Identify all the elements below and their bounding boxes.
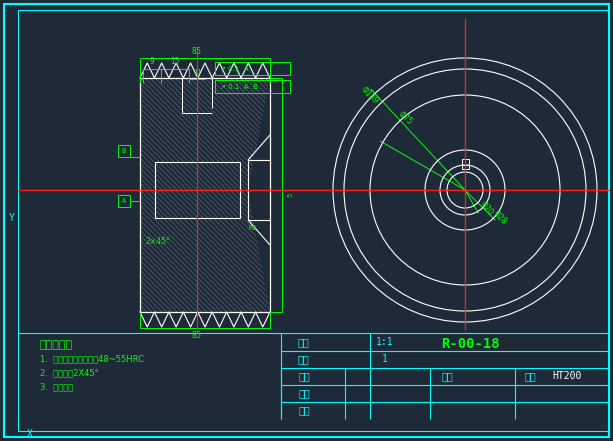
- Text: 材料: 材料: [525, 371, 537, 381]
- Text: 2×45°: 2×45°: [145, 238, 170, 247]
- Text: 制图: 制图: [299, 371, 311, 381]
- Text: 1: 1: [382, 354, 388, 364]
- Text: HT200: HT200: [552, 371, 582, 381]
- Text: A: A: [122, 198, 126, 204]
- Text: ↗ 0.1  A: ↗ 0.1 A: [220, 66, 249, 72]
- Text: 9: 9: [150, 57, 154, 67]
- Bar: [215, 62, 290, 75]
- Text: 审核: 审核: [299, 405, 311, 415]
- Text: R5: R5: [249, 225, 257, 231]
- Text: X: X: [27, 429, 33, 439]
- Text: 2.  未注倒角2X45°: 2. 未注倒角2X45°: [40, 369, 99, 377]
- Text: ↗ 0.1  A  B: ↗ 0.1 A B: [220, 84, 258, 90]
- Text: 1.  热处理调质表面淬火48~55HRC: 1. 热处理调质表面淬火48~55HRC: [40, 355, 144, 363]
- Bar: [118, 145, 130, 157]
- Text: 重量: 重量: [442, 371, 454, 381]
- Bar: [215, 80, 290, 93]
- Text: 比例: 比例: [297, 337, 309, 347]
- Text: 15: 15: [170, 57, 180, 67]
- Text: 85: 85: [192, 46, 202, 56]
- Text: 描图: 描图: [299, 388, 311, 398]
- Text: 5: 5: [287, 193, 293, 197]
- Text: R-00-18: R-00-18: [441, 337, 500, 351]
- Text: 1:1: 1:1: [376, 337, 394, 347]
- Bar: [462, 159, 469, 169]
- Text: 11: 11: [192, 69, 201, 75]
- Text: Φ28: Φ28: [492, 209, 509, 227]
- Text: Φ20: Φ20: [479, 199, 495, 217]
- Text: Φ75: Φ75: [396, 109, 414, 127]
- Text: 技术要求：: 技术要求：: [40, 340, 73, 350]
- Bar: [155, 162, 240, 218]
- Text: B: B: [122, 148, 126, 154]
- Text: 3.  清除毛刺: 3. 清除毛刺: [40, 382, 73, 392]
- Text: Y: Y: [9, 213, 15, 223]
- Text: 85: 85: [192, 332, 202, 340]
- Bar: [118, 195, 130, 207]
- Text: 件数: 件数: [297, 354, 309, 364]
- Text: Φ139: Φ139: [360, 85, 381, 105]
